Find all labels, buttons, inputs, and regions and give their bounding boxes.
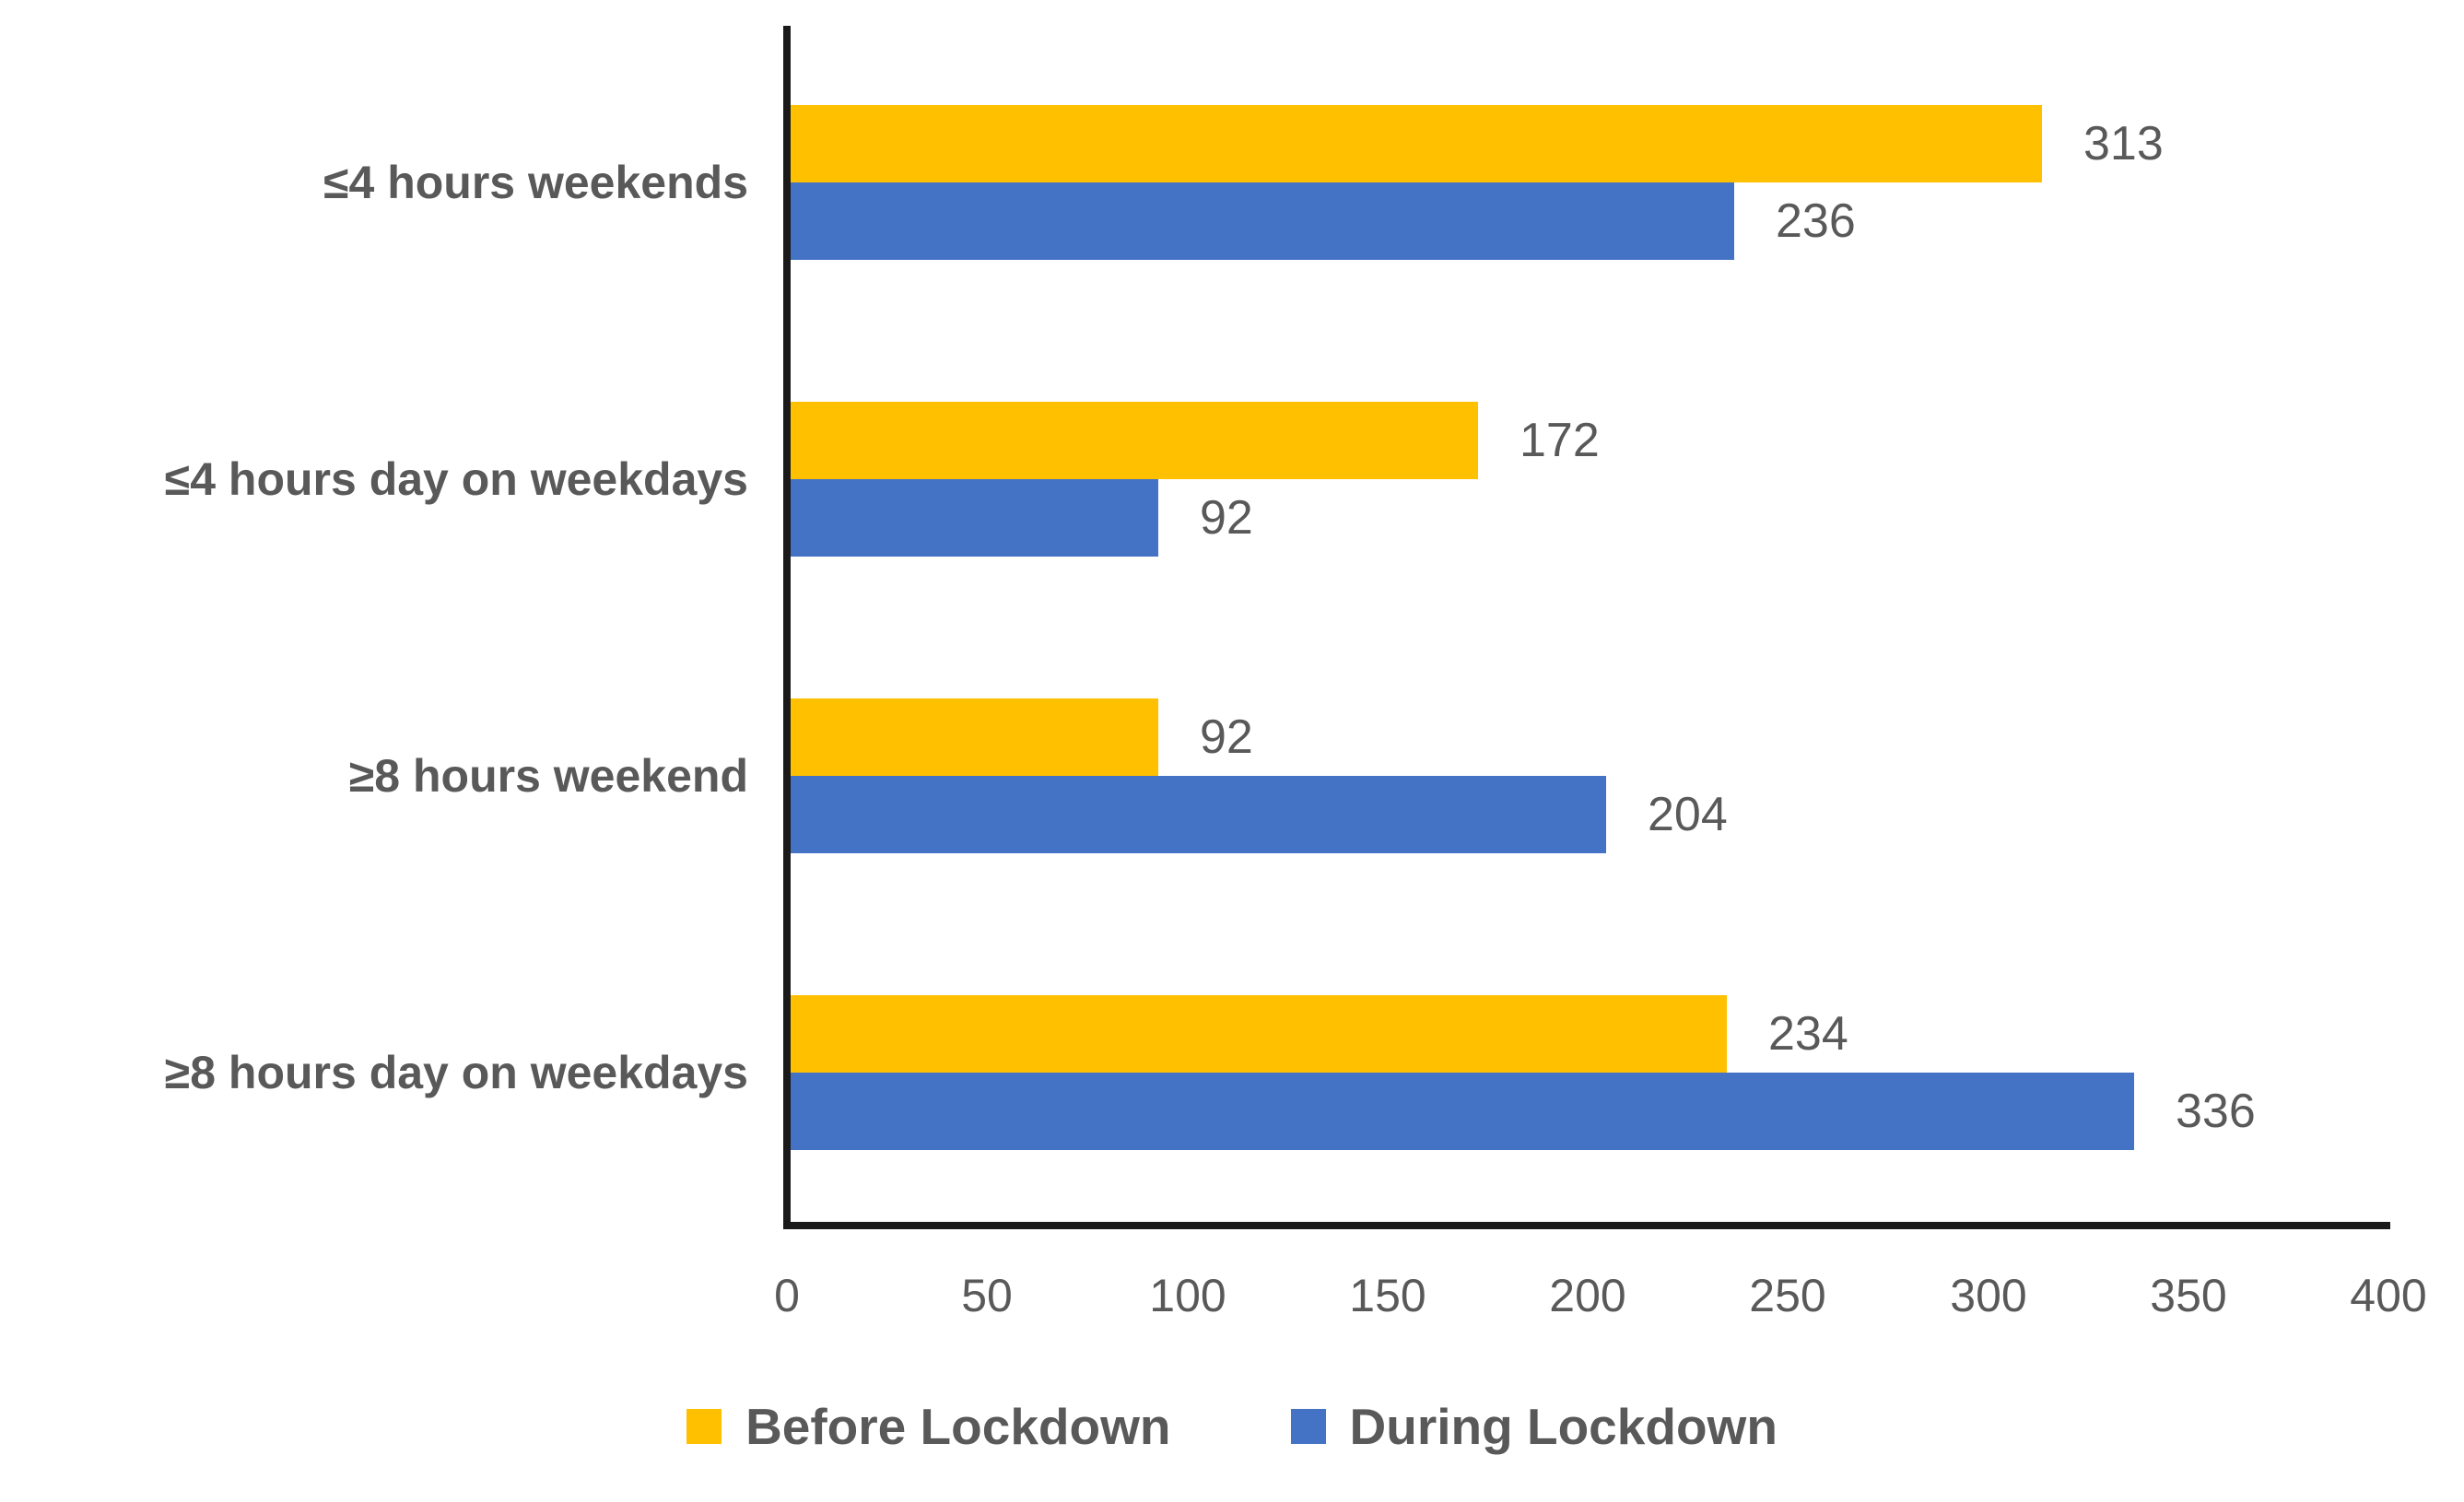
bar-value-label: 336 — [2176, 1085, 2256, 1138]
category-label: ≥8 hours weekend — [348, 750, 748, 802]
x-tick-label: 400 — [2350, 1270, 2427, 1321]
bar-value-label: 204 — [1648, 788, 1728, 841]
bar-during-lockdown — [791, 776, 1606, 853]
legend-entry-before-lockdown: Before Lockdown — [686, 1397, 1171, 1456]
bar-value-label: 234 — [1768, 1007, 1848, 1061]
bar-value-label: 172 — [1519, 414, 1600, 467]
bar-before-lockdown — [791, 105, 2042, 182]
bar-before-lockdown — [791, 402, 1478, 479]
bar-value-label: 313 — [2083, 117, 2164, 170]
x-tick-label: 350 — [2150, 1270, 2227, 1321]
legend: Before Lockdown During Lockdown — [0, 1397, 2464, 1456]
legend-entry-during-lockdown: During Lockdown — [1290, 1397, 1778, 1456]
bar-during-lockdown — [791, 182, 1734, 260]
bar-before-lockdown — [791, 995, 1727, 1073]
x-tick-label: 300 — [1950, 1270, 2027, 1321]
x-tick-label: 100 — [1149, 1270, 1226, 1321]
bar-value-label: 236 — [1776, 194, 1856, 248]
x-tick-label: 0 — [774, 1270, 800, 1321]
x-tick-label: 250 — [1749, 1270, 1826, 1321]
bar-value-label: 92 — [1200, 491, 1253, 545]
legend-label: During Lockdown — [1349, 1398, 1778, 1455]
category-label: ≤4 hours weekends — [323, 157, 748, 208]
category-label: ≥8 hours day on weekdays — [164, 1047, 748, 1098]
x-tick-label: 200 — [1549, 1270, 1626, 1321]
category-label: ≤4 hours day on weekdays — [164, 453, 748, 505]
legend-label: Before Lockdown — [745, 1398, 1171, 1455]
x-axis-line — [783, 1222, 2390, 1229]
bar-before-lockdown — [791, 698, 1158, 776]
x-tick-label: 50 — [961, 1270, 1013, 1321]
bar-during-lockdown — [791, 479, 1158, 557]
legend-color-swatch — [1290, 1409, 1326, 1444]
bar-during-lockdown — [791, 1073, 2134, 1150]
y-axis-line — [783, 26, 791, 1229]
legend-color-swatch — [686, 1409, 722, 1444]
x-tick-label: 150 — [1349, 1270, 1426, 1321]
bar-value-label: 92 — [1200, 710, 1253, 764]
